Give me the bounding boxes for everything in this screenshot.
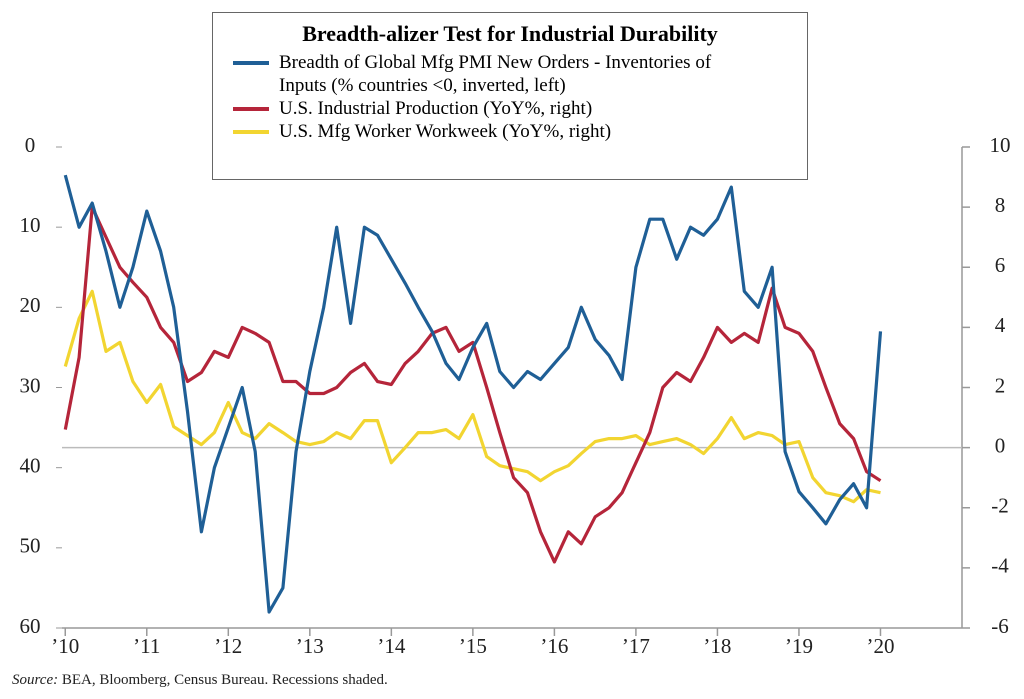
legend-label: Breadth of Global Mfg PMI New Orders - I… [279, 52, 712, 96]
legend-entry: Breadth of Global Mfg PMI New Orders - I… [233, 51, 787, 97]
series-line [63, 289, 881, 504]
x-tick-label: ’12 [214, 634, 242, 658]
x-tick-label: ’16 [540, 634, 568, 658]
x-tick-label: ’20 [866, 634, 894, 658]
y-tick-label: 50 [20, 534, 41, 558]
source-label: Source: [12, 672, 59, 688]
legend-label: U.S. Mfg Worker Workweek (YoY%, right) [279, 121, 612, 142]
y2-tick-label: 8 [995, 193, 1006, 217]
legend-swatch [233, 130, 269, 134]
y2-tick-label: 6 [995, 253, 1006, 277]
y2-tick-label: -4 [991, 554, 1009, 578]
legend-entry: U.S. Mfg Worker Workweek (YoY%, right) [233, 120, 787, 143]
y-tick-label: 0 [25, 133, 36, 157]
x-tick-label: ’19 [785, 634, 813, 658]
x-tick-label: ’10 [51, 634, 79, 658]
x-tick-label: ’18 [703, 634, 731, 658]
y2-tick-label: 10 [990, 133, 1011, 157]
legend-label: U.S. Industrial Production (YoY%, right) [279, 98, 593, 119]
y-tick-label: 30 [20, 373, 41, 397]
series-line [63, 205, 882, 564]
y2-tick-label: -2 [991, 494, 1009, 518]
legend-swatch [233, 61, 269, 65]
y2-tick-label: 0 [995, 433, 1006, 457]
source-text: BEA, Bloomberg, Census Bureau. Recession… [61, 672, 388, 688]
source-note: Source: BEA, Bloomberg, Census Bureau. R… [12, 672, 388, 689]
y2-tick-label: 4 [995, 313, 1006, 337]
series-line [63, 174, 883, 614]
legend-entry: U.S. Industrial Production (YoY%, right) [233, 97, 787, 120]
legend-swatch [233, 107, 269, 111]
legend: Breadth-alizer Test for Industrial Durab… [212, 12, 808, 180]
y-tick-label: 60 [20, 614, 41, 638]
x-tick-label: ’13 [296, 634, 324, 658]
y2-tick-label: -6 [991, 614, 1009, 638]
y2-tick-label: 2 [995, 373, 1006, 397]
y-tick-label: 10 [20, 213, 41, 237]
x-tick-label: ’14 [377, 634, 405, 658]
y-tick-label: 40 [20, 453, 41, 477]
y-tick-label: 20 [20, 293, 41, 317]
x-tick-label: ’15 [459, 634, 487, 658]
x-tick-label: ’17 [622, 634, 650, 658]
x-tick-label: ’11 [133, 634, 160, 658]
chart-title: Breadth-alizer Test for Industrial Durab… [302, 21, 718, 46]
